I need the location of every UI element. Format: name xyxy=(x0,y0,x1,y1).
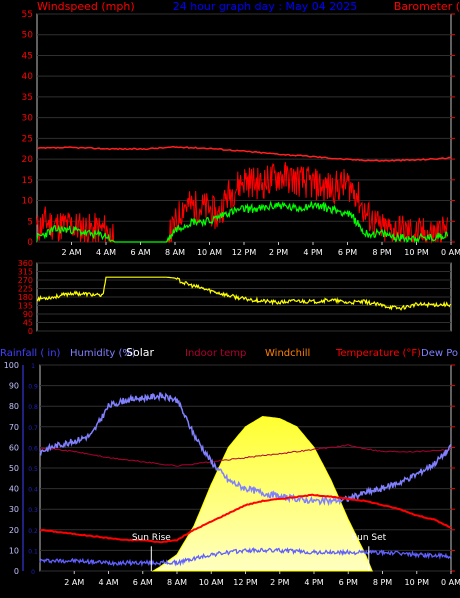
wind-x-tick-label: 2 AM xyxy=(61,248,81,257)
direction-y-tick-label: 135 xyxy=(18,302,33,311)
wind-x-tick-label: 2 PM xyxy=(269,248,288,257)
wind-x-tick-label: 0 AM xyxy=(441,248,460,257)
rain-axis-label: 0.3 xyxy=(28,507,38,514)
climate-y-tick-label: 20 xyxy=(9,526,19,535)
rain-axis-label: 0.6 xyxy=(28,445,38,452)
wind-y-tick-label: 0 xyxy=(27,238,33,248)
legend-label: Humidity (%) xyxy=(70,348,136,359)
wind-x-tick-label: 6 PM xyxy=(338,248,357,257)
climate-x-tick-label: 2 AM xyxy=(64,578,84,587)
rain-axis-label: 1 xyxy=(31,363,35,370)
direction-y-tick-label: 0 xyxy=(28,327,33,336)
wind-x-tick-label: 8 PM xyxy=(372,248,391,257)
rain-axis-label: 0.1 xyxy=(28,548,38,555)
temperature-line xyxy=(39,493,452,544)
humidity-line xyxy=(39,392,452,507)
climate-y-tick-label: 80 xyxy=(9,402,19,411)
legend-label: Windchill xyxy=(265,348,310,359)
wind-y-tick-label: 15 xyxy=(22,176,33,186)
wind-y-tick-label: 55 xyxy=(22,10,33,20)
direction-line xyxy=(36,276,452,311)
right-axis-label: Barometer ( xyxy=(394,0,460,13)
rain-axis-label: 0.7 xyxy=(28,425,38,432)
direction-y-tick-label: 45 xyxy=(23,319,33,328)
wind-x-tick-label: 8 AM xyxy=(165,248,185,257)
climate-y-tick-label: 90 xyxy=(9,382,19,391)
direction-y-tick-label: 90 xyxy=(23,310,33,319)
climate-y-tick-label: 100 xyxy=(4,361,19,370)
climate-x-tick-label: 4 PM xyxy=(304,578,323,587)
climate-x-tick-label: 8 AM xyxy=(167,578,187,587)
indoor-temp-line xyxy=(39,444,452,467)
wind-line xyxy=(36,200,449,244)
wind-x-tick-label: 6 AM xyxy=(130,248,150,257)
climate-x-tick-label: 8 PM xyxy=(373,578,392,587)
climate-y-tick-label: 40 xyxy=(9,485,19,494)
climate-y-tick-label: 30 xyxy=(9,505,19,514)
legend-label: Rainfall ( in) xyxy=(0,348,61,359)
dewpoint-line xyxy=(39,547,452,568)
rain-axis-label: 0.4 xyxy=(28,487,38,494)
legend-label: Indoor temp xyxy=(185,348,246,359)
wind-y-tick-label: 5 xyxy=(27,217,33,227)
wind-x-tick-label: 10 AM xyxy=(197,248,222,257)
climate-x-tick-label: 4 AM xyxy=(98,578,118,587)
legend-label: Solar xyxy=(126,346,155,359)
wind-panel: Windspeed (mph) 24 hour graph day : May … xyxy=(22,0,460,257)
climate-panel: Rainfall ( in) Humidity (%)Solar Indoor te… xyxy=(0,346,460,587)
legend-label: Temperature (°F) xyxy=(335,348,421,359)
direction-y-tick-label: 225 xyxy=(18,285,33,294)
climate-x-tick-label: 12 PM xyxy=(233,578,258,587)
chart-title: 24 hour graph day : May 04 2025 xyxy=(173,0,358,13)
direction-y-tick-label: 360 xyxy=(18,259,33,268)
climate-x-tick-label: 2 PM xyxy=(270,578,289,587)
sun-event-label: Sun Rise xyxy=(132,533,171,543)
wind-x-tick-label: 4 AM xyxy=(96,248,116,257)
climate-x-tick-label: 6 PM xyxy=(339,578,358,587)
direction-y-tick-label: 270 xyxy=(18,276,33,285)
wind-x-tick-label: 10 PM xyxy=(404,248,429,257)
climate-y-tick-label: 50 xyxy=(9,464,19,473)
sun-event-label: Sun Set xyxy=(351,533,386,543)
gust-line xyxy=(36,162,448,244)
left-axis-label: Windspeed (mph) xyxy=(37,0,135,13)
wind-y-tick-label: 50 xyxy=(22,31,34,41)
wind-y-tick-label: 45 xyxy=(22,51,33,61)
rain-axis-label: 0.9 xyxy=(28,384,38,391)
wind-y-tick-label: 35 xyxy=(22,93,33,103)
wind-y-tick-label: 20 xyxy=(22,155,34,165)
climate-y-tick-label: 10 xyxy=(9,546,19,555)
rain-axis-label: 0 xyxy=(31,569,35,576)
climate-x-tick-label: 0 AM xyxy=(441,578,460,587)
wind-y-tick-label: 30 xyxy=(22,114,34,124)
wind-y-tick-label: 25 xyxy=(22,134,33,144)
climate-y-tick-label: 0 xyxy=(14,567,19,576)
climate-x-tick-label: 10 PM xyxy=(405,578,430,587)
wind-x-tick-label: 12 PM xyxy=(232,248,257,257)
climate-y-tick-label: 70 xyxy=(9,423,19,432)
climate-x-tick-label: 6 AM xyxy=(133,578,153,587)
climate-y-tick-label: 60 xyxy=(9,443,19,452)
wind-y-tick-label: 40 xyxy=(22,72,34,82)
wind-x-tick-label: 4 PM xyxy=(303,248,322,257)
direction-y-tick-label: 180 xyxy=(18,293,33,302)
wind-plot-frame xyxy=(36,13,452,243)
legend-label: Dew Po xyxy=(421,348,458,359)
direction-y-tick-label: 315 xyxy=(18,268,33,277)
rain-axis-label: 0.8 xyxy=(28,404,38,411)
rain-axis-label: 0.5 xyxy=(28,466,38,473)
barometer-line xyxy=(37,145,452,162)
rain-axis-label: 0.2 xyxy=(28,528,38,535)
wind-y-tick-label: 10 xyxy=(22,197,34,207)
climate-x-tick-label: 10 AM xyxy=(199,578,224,587)
